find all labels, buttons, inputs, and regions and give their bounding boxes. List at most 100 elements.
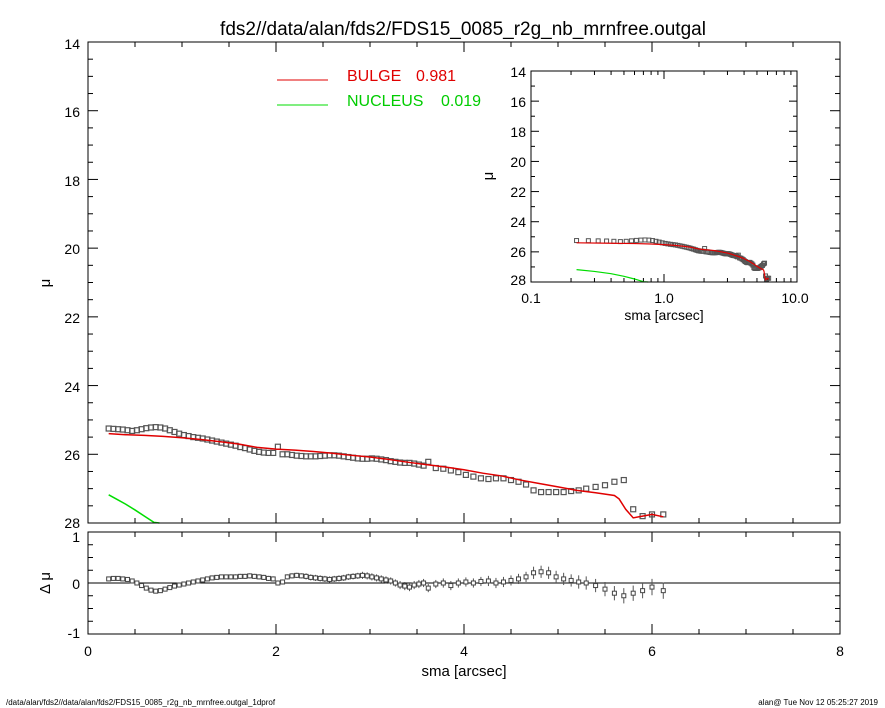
- residual-point: [388, 578, 394, 584]
- residual-point: [265, 575, 271, 581]
- legend-bulge-value: 0.981: [416, 68, 456, 85]
- inset-ylabel: μ: [480, 172, 497, 181]
- residual-point: [523, 574, 529, 580]
- inset-ytick-label: 24: [510, 214, 526, 230]
- residual-point: [355, 573, 361, 579]
- residual-point: [153, 588, 159, 594]
- residual-point: [204, 576, 210, 582]
- residual-point: [331, 576, 337, 582]
- inset-ytick-label: 16: [510, 94, 526, 110]
- residual-point: [312, 575, 318, 581]
- inset-ytick-label: 26: [510, 244, 526, 260]
- inset-ytick-label: 22: [510, 184, 526, 200]
- residual-point: [341, 575, 347, 581]
- residual-point: [171, 583, 177, 589]
- residual-point: [124, 576, 130, 582]
- residual-point: [294, 572, 300, 578]
- main-panel: 14 16 18 20 22 24 26 28 μ BULGE 0.981 NU…: [37, 36, 841, 531]
- residual-point: [327, 576, 333, 582]
- inset-bulge-line: [576, 242, 770, 281]
- residual-point: [162, 586, 168, 592]
- residual-xtick-label: 0: [84, 643, 92, 659]
- residual-point: [383, 577, 389, 583]
- main-ytick-label: 24: [64, 379, 80, 395]
- residual-point: [392, 580, 398, 586]
- residual-xlabel: sma [arcsec]: [421, 663, 506, 680]
- residual-point: [106, 576, 112, 582]
- residual-point: [485, 578, 491, 584]
- inset-data-point: [762, 260, 768, 266]
- residual-point: [345, 574, 351, 580]
- residual-point: [148, 587, 154, 593]
- inset-data-point: [662, 240, 668, 246]
- data-point: [270, 449, 277, 457]
- residual-point: [411, 582, 417, 588]
- residual-point: [322, 576, 328, 582]
- residual-point: [298, 573, 304, 579]
- residual-point: [317, 575, 323, 581]
- residual-xtick-label: 8: [836, 643, 844, 659]
- residual-point: [336, 575, 342, 581]
- residual-point: [115, 575, 121, 581]
- bulge-line: [108, 432, 664, 519]
- inset-ytick-label: 28: [510, 272, 526, 288]
- main-ylabel: μ: [37, 279, 54, 288]
- residual-ytick-label: -1: [68, 625, 81, 641]
- residual-point: [660, 588, 666, 594]
- data-point: [530, 487, 537, 494]
- residual-axes-frame: [87, 531, 841, 635]
- residual-point: [167, 585, 173, 591]
- inset-xtick-label: 1.0: [654, 290, 674, 306]
- legend: BULGE 0.981 NUCLEUS 0.019: [277, 68, 481, 110]
- inset-data-point: [629, 238, 635, 244]
- residual-point: [478, 578, 484, 584]
- residual-point: [611, 590, 617, 596]
- residual-point: [553, 574, 559, 580]
- residual-point: [576, 579, 582, 585]
- data-point: [455, 469, 462, 476]
- data-point: [620, 476, 627, 484]
- inset-data-point: [761, 261, 767, 267]
- inset-plot-area: [574, 237, 772, 283]
- residual-point: [531, 570, 537, 576]
- residual-point: [214, 574, 220, 580]
- residual-point: [649, 584, 655, 590]
- inset-data-point: [702, 246, 708, 252]
- residual-point: [561, 576, 567, 582]
- residual-point: [463, 579, 469, 585]
- footer-file-path: /data/alan/fds2//data/alan/fds2/FDS15_00…: [6, 698, 276, 707]
- residual-point: [374, 575, 380, 581]
- main-ytick-label: 22: [64, 310, 80, 326]
- residual-point: [200, 577, 206, 583]
- residual-point: [176, 582, 182, 588]
- residual-point: [139, 583, 145, 589]
- residual-point: [251, 573, 257, 579]
- residual-point: [421, 580, 427, 586]
- residual-xtick-label: 6: [648, 643, 656, 659]
- legend-nucleus-name: NUCLEUS: [347, 93, 423, 110]
- residual-point: [261, 574, 267, 580]
- residual-point: [242, 573, 248, 579]
- inset-data-point: [668, 241, 674, 247]
- residual-point: [308, 574, 314, 580]
- data-point: [485, 475, 492, 483]
- residual-point: [640, 588, 646, 594]
- residual-point: [630, 590, 636, 596]
- residual-panel: -1 0 1 Δ μ 0 2 4 6 8 sma [arcsec]: [37, 529, 844, 680]
- residual-point: [500, 579, 506, 585]
- residual-point: [538, 569, 544, 575]
- residual-point: [546, 570, 552, 576]
- residual-point: [284, 574, 290, 580]
- residual-point: [402, 583, 408, 589]
- data-point: [420, 462, 427, 469]
- main-ytick-label: 26: [64, 447, 80, 463]
- inset-ytick-label: 18: [510, 124, 526, 140]
- data-point: [477, 475, 485, 482]
- residual-point: [237, 573, 243, 579]
- data-point: [492, 475, 500, 482]
- data-point: [462, 471, 469, 478]
- residual-xtick-label: 2: [272, 643, 280, 659]
- main-ticks: [87, 41, 841, 524]
- inset-data-point: [665, 241, 671, 247]
- inset-data-point: [653, 238, 659, 244]
